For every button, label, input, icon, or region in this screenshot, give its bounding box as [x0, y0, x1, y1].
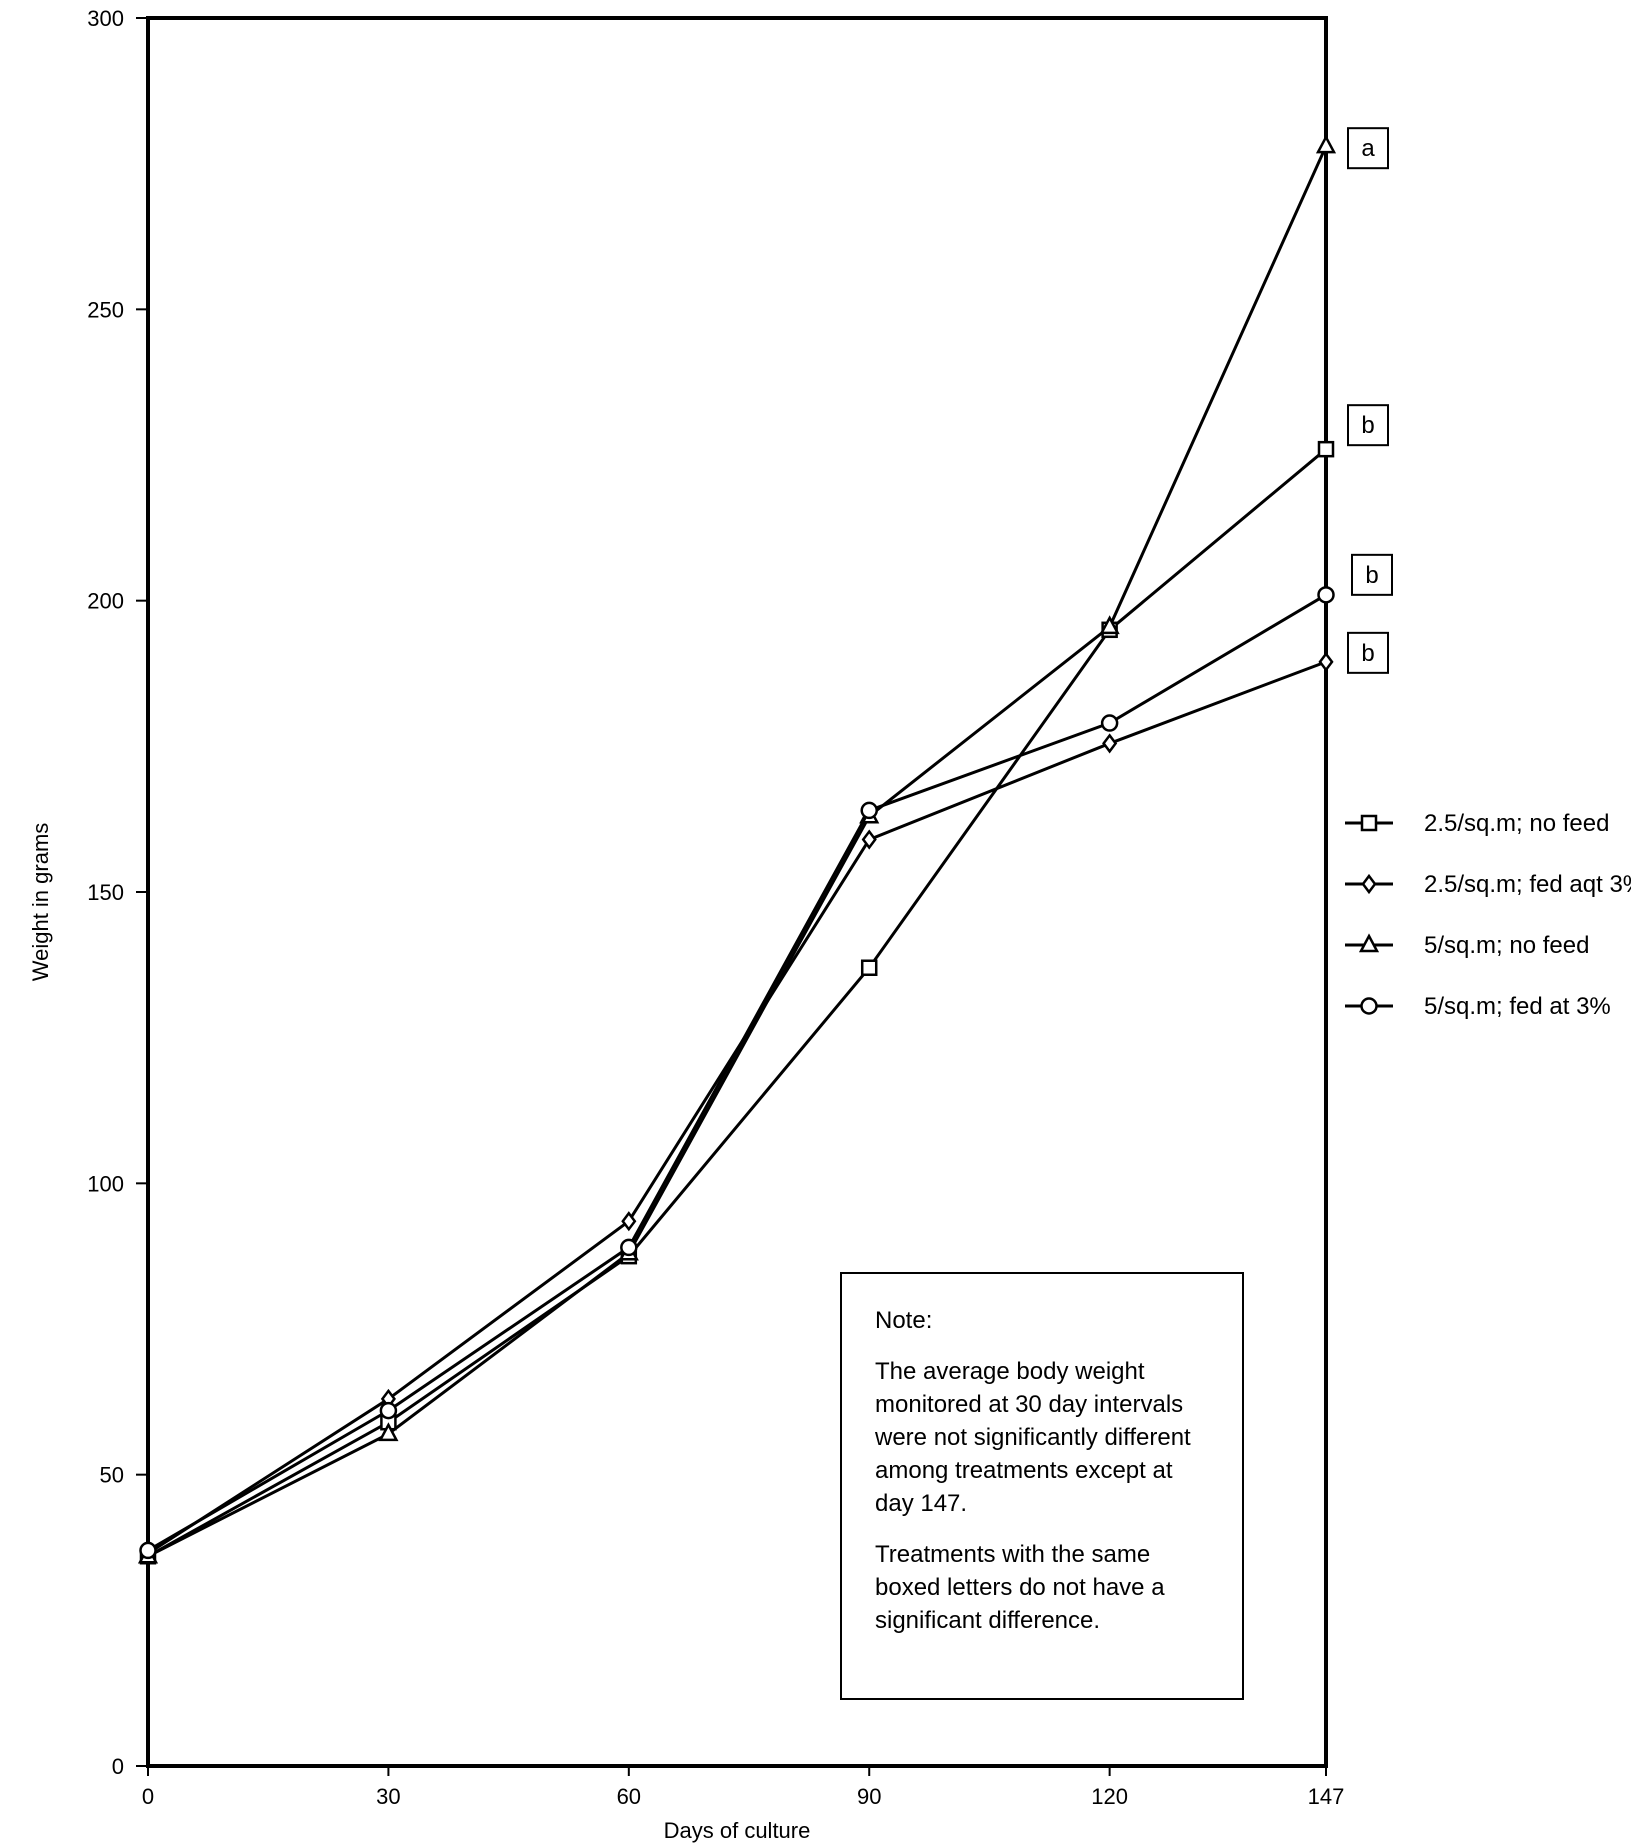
- letter-box: [1347, 404, 1389, 447]
- note-heading: Note:: [875, 1307, 933, 1334]
- x-axis: 0 30 60 90 120 147: [142, 1766, 1344, 1809]
- y-tick-label: 200: [87, 589, 124, 614]
- series-line-triangle: [147, 145, 1328, 1558]
- data-point-circle: [860, 801, 878, 820]
- y-axis: 0 50 100 150 200 250 300: [87, 6, 148, 1779]
- letter-text: b: [1361, 640, 1374, 667]
- significance-letters: a b b b: [1347, 127, 1393, 674]
- letter-text: b: [1365, 562, 1378, 589]
- data-point-triangle: [1099, 615, 1120, 635]
- data-point-diamond: [621, 1211, 637, 1232]
- legend-marker-diamond: [1361, 873, 1377, 895]
- data-point-square: [860, 959, 878, 976]
- note-box: Note: The average body weight monitored …: [840, 1272, 1244, 1700]
- data-point-square: [1317, 440, 1335, 458]
- data-point-diamond: [1318, 651, 1334, 672]
- legend-label: 5/sq.m; fed at 3%: [1424, 993, 1611, 1020]
- letter-text: a: [1361, 135, 1375, 162]
- letter-box: [1351, 553, 1393, 596]
- y-axis-title: Weight in grams: [28, 823, 53, 982]
- data-point-circle: [1317, 586, 1335, 604]
- data-point-circle: [379, 1401, 398, 1420]
- legend-item: 5/sq.m; no feed: [1345, 932, 1589, 959]
- letter-box: [1347, 127, 1389, 170]
- data-point-diamond: [1102, 733, 1118, 754]
- legend-label: 2.5/sq.m; no feed: [1424, 810, 1609, 837]
- x-axis-title: Days of culture: [664, 1818, 811, 1843]
- series-layer: [137, 134, 1337, 1565]
- data-point-circle: [139, 1541, 157, 1560]
- note-paragraph-1: The average body weight monitored at 30 …: [875, 1358, 1191, 1517]
- legend-label: 2.5/sq.m; fed aqt 3%: [1424, 871, 1631, 898]
- legend-marker-circle: [1360, 997, 1378, 1015]
- significance-letter: a: [1347, 127, 1389, 170]
- x-tick-label: 147: [1308, 1784, 1345, 1809]
- series-triangle: [137, 134, 1337, 1564]
- data-point-circle: [1100, 714, 1119, 732]
- significance-letter: b: [1351, 553, 1393, 596]
- note-paragraph-2: Treatments with the same boxed letters d…: [875, 1541, 1165, 1634]
- data-point-triangle: [378, 1422, 399, 1442]
- letter-text: b: [1361, 412, 1374, 439]
- legend-item: 2.5/sq.m; fed aqt 3%: [1345, 871, 1631, 898]
- series-line-square: [147, 448, 1327, 1558]
- y-tick-label: 100: [87, 1171, 124, 1196]
- y-tick-label: 300: [87, 6, 124, 31]
- data-point-diamond: [861, 829, 877, 850]
- legend: 2.5/sq.m; no feed 2.5/sq.m; fed aqt 3% 5/s…: [1345, 810, 1631, 1020]
- legend-marker-square: [1360, 814, 1378, 832]
- y-tick-label: 0: [112, 1754, 124, 1779]
- legend-item: 2.5/sq.m; no feed: [1345, 810, 1609, 837]
- series-circle: [139, 586, 1335, 1560]
- significance-letter: b: [1347, 404, 1389, 447]
- x-tick-label: 30: [376, 1784, 400, 1809]
- data-point-circle: [620, 1238, 638, 1257]
- letter-box: [1347, 631, 1389, 674]
- x-tick-label: 90: [857, 1784, 881, 1809]
- x-tick-label: 60: [617, 1784, 641, 1809]
- x-tick-label: 120: [1091, 1784, 1128, 1809]
- y-tick-label: 50: [100, 1463, 124, 1488]
- legend-item: 5/sq.m; fed at 3%: [1345, 993, 1611, 1020]
- significance-letter: b: [1347, 631, 1389, 674]
- x-tick-label: 0: [142, 1784, 154, 1809]
- data-point-triangle: [1315, 134, 1337, 154]
- series-line-circle: [147, 593, 1327, 1552]
- y-tick-label: 250: [87, 297, 124, 322]
- legend-label: 5/sq.m; no feed: [1424, 932, 1589, 959]
- y-tick-label: 150: [87, 880, 124, 905]
- legend-marker-triangle: [1358, 933, 1380, 953]
